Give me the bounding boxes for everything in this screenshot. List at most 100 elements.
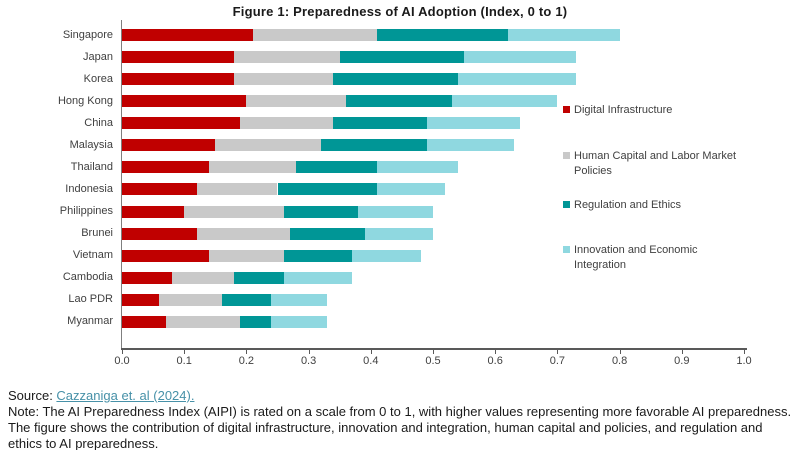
bar-row-philippines xyxy=(0,205,800,218)
x-tick-mark xyxy=(433,350,434,354)
bar-segment xyxy=(122,51,234,64)
x-tick-mark xyxy=(370,350,372,354)
bar-row-thailand xyxy=(0,161,800,174)
bar-segment xyxy=(283,271,353,284)
bar-segment xyxy=(252,29,377,41)
country-label-hong-kong: Hong Kong xyxy=(57,94,113,107)
x-tick-label: 0.4 xyxy=(363,355,379,367)
x-axis-line xyxy=(121,348,747,350)
legend-label: Digital Infrastructure xyxy=(574,104,673,116)
bar-segment xyxy=(122,73,234,86)
country-label-singapore: Singapore xyxy=(62,28,113,41)
x-tick-mark xyxy=(681,350,683,354)
country-label-thailand: Thailand xyxy=(70,160,113,173)
x-tick-label: 0.2 xyxy=(238,355,255,367)
x-tick-label: 0.6 xyxy=(487,355,503,367)
bar-segment xyxy=(122,293,160,306)
legend-item-4: Innovation and Economic Integration xyxy=(563,243,745,273)
bar-segment xyxy=(426,117,521,130)
bar-segment xyxy=(364,227,433,240)
bar-segment xyxy=(122,249,210,262)
bar-row-vietnam xyxy=(0,249,800,262)
bar-segment xyxy=(377,161,458,174)
source-line: Source: Cazzaniga et. al (2024). xyxy=(8,388,796,404)
bar-segment xyxy=(377,183,446,196)
bar-segment xyxy=(122,117,241,130)
x-tick-label: 1.0 xyxy=(736,355,752,367)
bar-segment xyxy=(122,205,185,218)
bar-segment xyxy=(426,139,514,152)
bar-row-malaysia xyxy=(0,139,800,152)
x-tick-mark xyxy=(744,350,745,354)
bar-segment xyxy=(215,139,322,152)
bar-segment xyxy=(122,271,172,284)
x-tick-label: 0.5 xyxy=(425,355,441,367)
footer: Source: Cazzaniga et. al (2024). Note: T… xyxy=(8,388,796,450)
bar-segment xyxy=(296,161,378,174)
x-tick-label: 0.7 xyxy=(549,355,566,367)
bar-row-japan xyxy=(0,51,800,64)
bar-row-cambodia xyxy=(0,271,800,284)
bar-segment xyxy=(451,95,558,108)
bar-segment xyxy=(209,161,297,174)
bar-segment xyxy=(377,29,508,41)
legend-item-3: Regulation and Ethics xyxy=(563,198,745,213)
y-axis-line xyxy=(121,20,122,349)
bar-segment xyxy=(457,73,577,86)
bar-segment xyxy=(122,227,197,240)
bar-row-lao-pdr xyxy=(0,293,800,306)
country-label-cambodia: Cambodia xyxy=(62,271,113,284)
bar-segment xyxy=(345,95,452,108)
country-label-vietnam: Vietnam xyxy=(72,249,113,262)
bar-segment xyxy=(233,271,284,284)
bar-segment xyxy=(283,205,359,218)
x-tick-label: 0.1 xyxy=(176,355,192,367)
legend-marker xyxy=(563,106,570,113)
x-tick-mark xyxy=(619,350,621,354)
bar-segment xyxy=(464,51,577,64)
bar-segment xyxy=(122,183,197,196)
bar-segment xyxy=(122,29,253,41)
bar-segment xyxy=(196,227,290,240)
country-label-malaysia: Malaysia xyxy=(69,138,113,151)
x-tick-label: 0.0 xyxy=(114,355,130,367)
bar-segment xyxy=(184,205,284,218)
bar-segment xyxy=(122,161,210,174)
source-link[interactable]: Cazzaniga et. al (2024). xyxy=(56,388,195,403)
bar-segment xyxy=(246,95,346,108)
note-text: Note: The AI Preparedness Index (AIPI) i… xyxy=(8,404,792,450)
x-tick-label: 0.3 xyxy=(300,355,317,367)
legend-label: Human Capital and Labor Market Policies xyxy=(574,150,737,177)
x-tick-mark xyxy=(184,350,186,354)
bar-segment xyxy=(277,183,378,196)
bar-segment xyxy=(240,117,334,130)
bar-row-china xyxy=(0,117,800,130)
bar-row-korea xyxy=(0,73,800,86)
bar-segment xyxy=(289,227,365,240)
bar-segment xyxy=(165,315,241,328)
bar-segment xyxy=(358,205,433,218)
bar-segment xyxy=(283,249,353,262)
country-label-brunei: Brunei xyxy=(81,227,113,240)
bar-segment xyxy=(333,73,458,86)
country-label-lao-pdr: Lao PDR xyxy=(68,293,113,306)
bar-segment xyxy=(122,139,216,152)
bar-segment xyxy=(196,183,278,196)
legend-item-1: Digital Infrastructure xyxy=(563,103,745,118)
bar-row-brunei xyxy=(0,227,800,240)
bar-row-hong-kong xyxy=(0,95,800,108)
bar-segment xyxy=(233,51,340,64)
source-label: Source: xyxy=(8,388,57,403)
x-tick-label: 0.9 xyxy=(674,355,690,367)
bar-segment xyxy=(122,315,166,328)
bar-segment xyxy=(233,73,334,86)
bar-row-indonesia xyxy=(0,183,800,196)
country-label-korea: Korea xyxy=(83,72,113,85)
bar-segment xyxy=(339,51,465,64)
country-label-indonesia: Indonesia xyxy=(65,182,113,195)
bar-segment xyxy=(209,249,284,262)
country-label-japan: Japan xyxy=(83,50,113,63)
bar-segment xyxy=(271,293,328,306)
legend-marker xyxy=(563,201,570,208)
country-label-china: China xyxy=(84,116,113,129)
